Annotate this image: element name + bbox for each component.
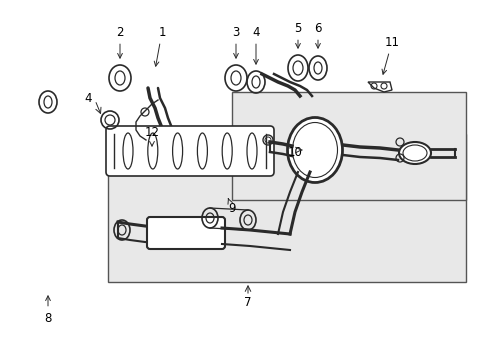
Text: 12: 12 [144, 126, 159, 146]
Text: 4: 4 [252, 26, 259, 64]
Text: 7: 7 [244, 296, 251, 309]
Text: 2: 2 [116, 26, 123, 58]
Ellipse shape [287, 117, 342, 183]
Text: 5: 5 [294, 22, 301, 48]
Text: 4: 4 [84, 91, 92, 104]
Bar [108, 134, 465, 282]
FancyBboxPatch shape [106, 126, 273, 176]
Text: 11: 11 [381, 36, 399, 74]
Text: 9: 9 [227, 199, 235, 215]
Text: 3: 3 [232, 26, 239, 58]
Text: 10: 10 [287, 145, 302, 158]
Bar [231, 92, 465, 200]
FancyBboxPatch shape [147, 217, 224, 249]
Text: 1: 1 [154, 26, 165, 66]
Text: 8: 8 [44, 296, 52, 324]
Ellipse shape [398, 142, 430, 164]
Text: 6: 6 [314, 22, 321, 48]
